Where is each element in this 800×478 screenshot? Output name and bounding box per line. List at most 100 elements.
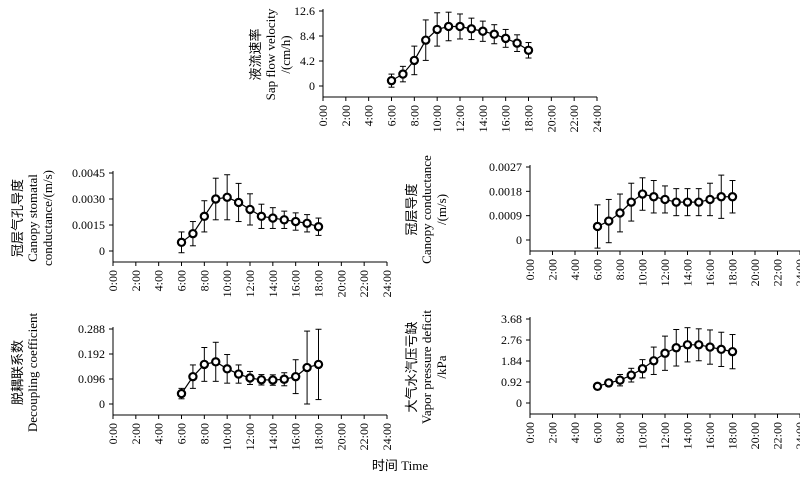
x-tick-label: 2:00 — [129, 423, 143, 444]
x-tick-label: 12:00 — [243, 270, 257, 297]
data-point — [268, 375, 278, 385]
data-point — [694, 340, 704, 350]
x-tick-label: 4:00 — [568, 259, 582, 280]
data-point — [660, 348, 670, 358]
data-point — [592, 381, 603, 392]
x-tick-label: 16:00 — [289, 423, 303, 450]
x-tick-label: 24:00 — [590, 105, 604, 132]
x-tick-label: 20:00 — [334, 423, 348, 450]
x-tick-label: 8:00 — [613, 422, 627, 443]
x-tick-label: 8:00 — [407, 105, 421, 126]
data-point — [279, 374, 289, 384]
x-tick-label: 6:00 — [175, 423, 189, 444]
x-tick-label: 4:00 — [152, 270, 166, 291]
x-tick-label: 22:00 — [771, 422, 785, 449]
y-tick-label: 0.0009 — [489, 209, 522, 223]
x-tick-label: 4:00 — [362, 105, 376, 126]
x-tick-label: 22:00 — [567, 105, 581, 132]
data-point — [233, 197, 244, 208]
data-point — [313, 359, 324, 370]
y-tick-label: 0.288 — [78, 322, 105, 336]
x-tick-label: 6:00 — [591, 422, 605, 443]
x-tick-label: 20:00 — [748, 422, 762, 449]
x-tick-label: 18:00 — [726, 422, 740, 449]
y-tick-label: 0.0030 — [72, 192, 105, 206]
x-tick-label: 22:00 — [357, 270, 371, 297]
x-tick-label: 10:00 — [220, 270, 234, 297]
x-tick-label: 20:00 — [748, 259, 762, 286]
data-point — [705, 342, 715, 352]
x-tick-label: 8:00 — [613, 259, 627, 280]
x-tick-label: 14:00 — [681, 422, 695, 449]
x-tick-label: 2:00 — [546, 259, 560, 280]
y-tick-label: 0 — [99, 244, 105, 258]
y-axis-label: conductance/(m/s) — [40, 170, 55, 266]
data-point — [188, 371, 198, 382]
x-tick-label: 4:00 — [568, 422, 582, 443]
x-tick-label: 12:00 — [453, 105, 467, 132]
y-axis-label: Canopy stomatal — [25, 174, 40, 262]
x-tick-label: 20:00 — [334, 270, 348, 297]
x-tick-label: 24:00 — [380, 270, 394, 297]
x-tick-label: 14:00 — [476, 105, 490, 132]
data-point — [727, 346, 738, 357]
x-tick-label: 0:00 — [316, 105, 330, 126]
y-tick-label: 0 — [516, 233, 522, 247]
x-tick-label: 4:00 — [152, 423, 166, 444]
data-point — [671, 343, 681, 353]
data-point — [604, 216, 614, 226]
y-axis-label: /(m/s) — [434, 194, 449, 225]
y-tick-label: 0.096 — [78, 372, 105, 386]
data-point — [637, 364, 648, 374]
y-tick-label: 0.0018 — [489, 184, 522, 198]
data-point — [199, 211, 210, 222]
y-tick-label: 0 — [309, 79, 315, 93]
y-axis-label: 大气水汽压亏缺 — [404, 321, 419, 412]
y-tick-label: 0 — [516, 396, 522, 410]
x-tick-label: 24:00 — [793, 422, 800, 449]
y-axis-label: /(cm/h) — [278, 35, 293, 73]
y-tick-label: 0.0027 — [489, 160, 522, 174]
data-point — [245, 204, 255, 215]
data-point — [604, 378, 614, 388]
data-point — [478, 26, 488, 36]
data-point — [512, 38, 522, 48]
x-tick-label: 10:00 — [220, 423, 234, 450]
y-axis-label: Decoupling coefficient — [25, 312, 40, 432]
data-point — [443, 21, 454, 32]
data-point — [176, 237, 187, 248]
x-tick-label: 12:00 — [658, 259, 672, 286]
data-point — [290, 216, 301, 227]
y-tick-label: 8.4 — [300, 29, 315, 43]
y-axis-label: Canopy conductance — [419, 155, 434, 264]
y-tick-label: 2.76 — [501, 333, 522, 347]
x-tick-label: 18:00 — [726, 259, 740, 286]
chart-canopy_stomatal: 0 0.0015 0.0030 0.0045 0:00 2:00 4:00 6:00 8:00 1… — [10, 166, 394, 297]
data-point — [256, 375, 267, 385]
x-tick-label: 10:00 — [636, 422, 650, 449]
x-tick-label: 16:00 — [703, 422, 717, 449]
x-tick-label: 18:00 — [522, 105, 536, 132]
data-point — [523, 45, 534, 55]
x-tick-label: 6:00 — [385, 105, 399, 126]
data-point — [386, 75, 397, 86]
data-point — [671, 197, 681, 207]
x-tick-label: 24:00 — [793, 259, 800, 286]
data-point — [626, 197, 636, 207]
y-tick-label: 4.2 — [300, 54, 315, 68]
data-point — [256, 211, 267, 222]
data-point — [421, 35, 431, 45]
data-point — [615, 375, 625, 385]
chart-vpd: 0 0.92 1.84 2.76 3.68 0:00 2:00 4:00 6:00 8:00 10:… — [404, 310, 800, 449]
x-tick-label: 8:00 — [197, 270, 211, 291]
x-tick-label: 18:00 — [312, 270, 326, 297]
data-point — [290, 371, 301, 382]
data-point — [615, 208, 625, 218]
y-axis-label: 液流速率 — [248, 28, 263, 80]
data-point — [199, 359, 210, 370]
x-tick-label: 10:00 — [636, 259, 650, 286]
y-axis-label: 冠层气孔导度 — [10, 179, 25, 257]
data-point — [626, 370, 636, 380]
x-tick-label: 2:00 — [129, 270, 143, 291]
